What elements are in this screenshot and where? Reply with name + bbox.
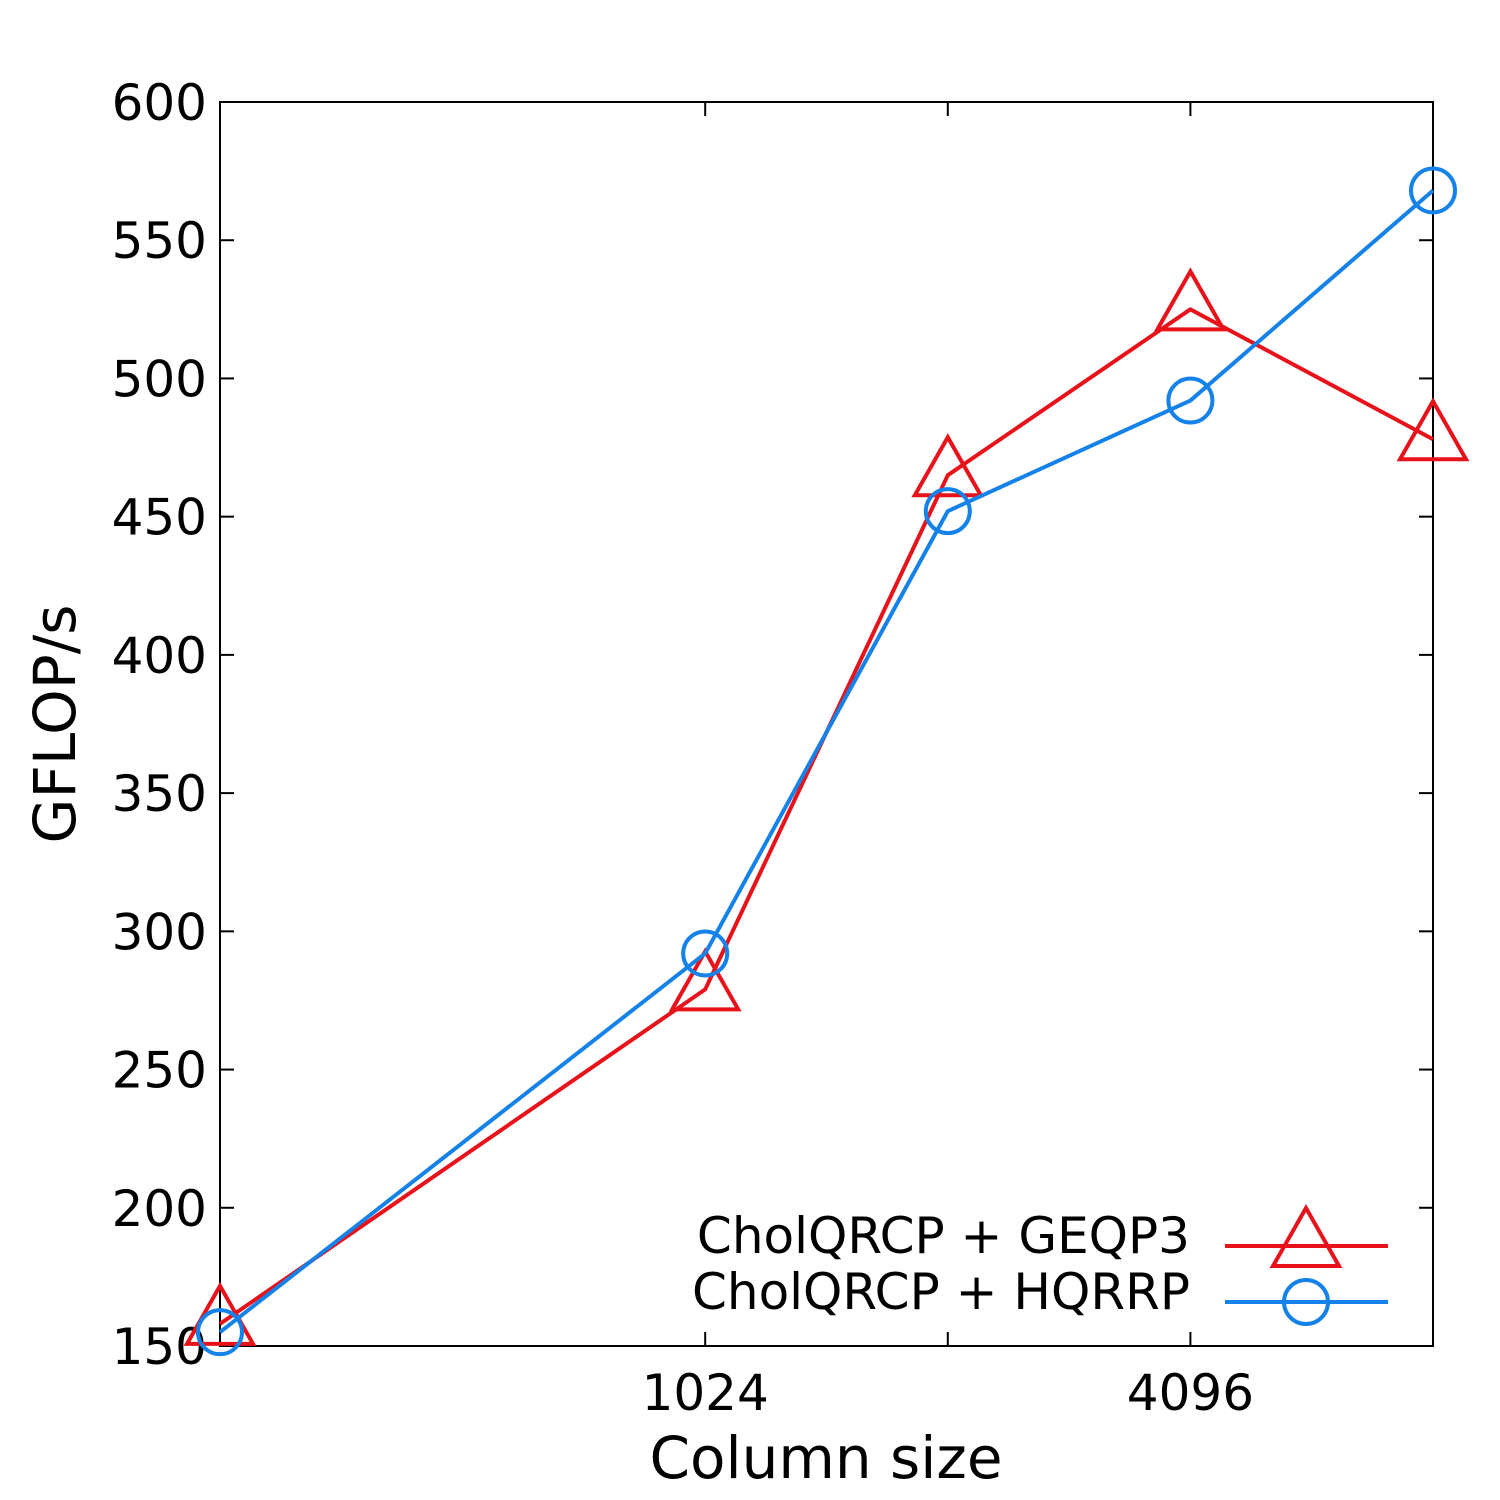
data-point-circle (923, 487, 972, 536)
data-point-circle (1409, 166, 1457, 215)
series-triangle (183, 267, 1470, 1346)
data-point-triangle (911, 433, 985, 498)
y-tick-label: 450 (112, 489, 207, 547)
y-tick-label: 550 (112, 212, 207, 270)
series-line (218, 307, 1434, 1326)
x-axis-ticks: 1024 4096 (642, 102, 1254, 1422)
x-axis-label: Column size (649, 1424, 1002, 1492)
data-point-triangle (1153, 267, 1227, 332)
legend-label: CholQRCP + HQRRP (692, 1263, 1190, 1321)
y-tick-label: 200 (112, 1180, 207, 1238)
legend-label: CholQRCP + GEQP3 (697, 1207, 1190, 1265)
x-tick-label: 4096 (1127, 1364, 1254, 1422)
series-circle (196, 166, 1457, 1357)
x-tick-label: 1024 (642, 1364, 769, 1422)
series-layer (183, 166, 1470, 1357)
data-point-triangle (668, 947, 742, 1012)
data-point-circle (196, 1308, 244, 1357)
series-line (218, 188, 1435, 1334)
legend-marker-triangle (1269, 1203, 1343, 1268)
data-point-circle (1166, 376, 1215, 425)
data-point-circle (681, 929, 730, 978)
y-tick-label: 500 (112, 350, 207, 408)
y-axis-label: GFLOP/s (21, 605, 89, 844)
y-tick-label: 400 (112, 627, 207, 685)
legend-marker-circle (1282, 1278, 1330, 1326)
y-tick-label: 150 (112, 1318, 207, 1376)
y-tick-label: 250 (112, 1042, 207, 1100)
y-tick-label: 600 (112, 74, 207, 132)
y-tick-label: 300 (112, 903, 207, 961)
y-axis-ticks: 150 200 250 300 350 400 450 500 550 600 (112, 74, 1433, 1376)
data-point-triangle (1396, 397, 1470, 462)
plot-frame (219, 101, 1434, 1347)
y-tick-label: 350 (112, 765, 207, 823)
